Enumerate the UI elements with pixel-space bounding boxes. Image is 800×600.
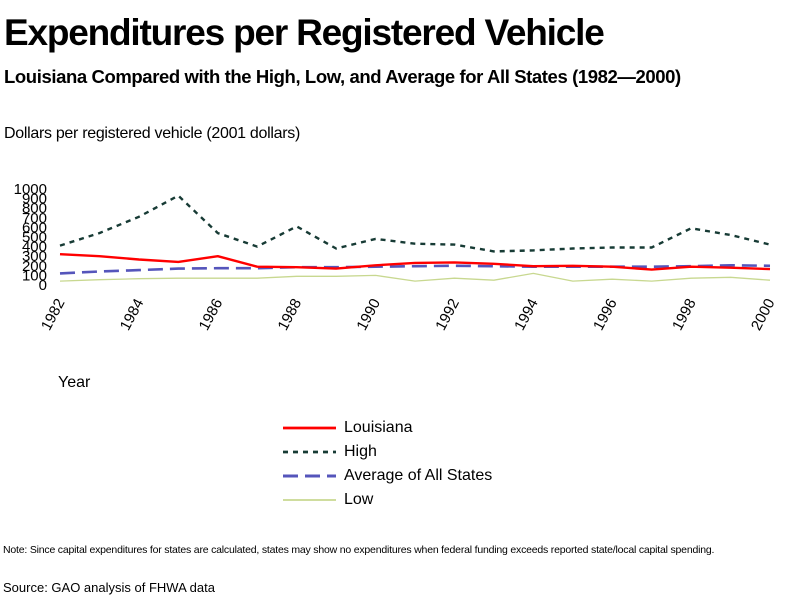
- x-tick-label: 1986: [196, 296, 227, 333]
- legend-item: Average of All States: [282, 466, 542, 490]
- y-tick-label: 400: [22, 239, 47, 256]
- chart-title: Expenditures per Registered Vehicle: [4, 12, 605, 53]
- series-line-low: [59, 272, 771, 282]
- x-tick-label: 1982: [38, 296, 69, 333]
- legend-label: High: [344, 443, 377, 460]
- y-tick-label: 700: [22, 210, 47, 227]
- x-tick-label: 1998: [669, 296, 700, 333]
- y-tick-label: 600: [22, 219, 47, 236]
- y-tick-label: 1000: [14, 181, 47, 198]
- x-axis-label: Year: [58, 374, 91, 391]
- source-note: Source: GAO analysis of FHWA data: [3, 580, 215, 595]
- x-tick-label: 1996: [590, 296, 621, 333]
- legend-swatch: [283, 499, 336, 501]
- y-tick-label: 200: [22, 258, 47, 275]
- y-tick-label: 800: [22, 200, 47, 217]
- chart-subtitle: Louisiana Compared with the High, Low, a…: [4, 66, 681, 87]
- legend-label: Average of All States: [344, 467, 493, 484]
- y-tick-label: 300: [22, 248, 47, 265]
- y-tick-label: 900: [22, 191, 47, 208]
- x-tick-label: 1984: [117, 296, 148, 333]
- legend-item: Louisiana: [282, 418, 542, 442]
- y-tick-label: 100: [22, 267, 47, 284]
- footnote: Note: Since capital expenditures for sta…: [3, 544, 715, 556]
- series-line-average-of-all-states: [59, 263, 771, 275]
- x-tick-label: 1994: [511, 296, 542, 333]
- x-tick-label: 2000: [748, 296, 779, 333]
- legend-label: Low: [344, 491, 374, 508]
- x-tick-label: 1988: [275, 296, 306, 333]
- x-tick-label: 1992: [432, 296, 463, 333]
- y-tick-label: 0: [39, 277, 47, 294]
- legend-swatch: [283, 474, 336, 478]
- legend-item: High: [282, 442, 542, 466]
- y-axis-label: Dollars per registered vehicle (2001 dol…: [4, 125, 300, 142]
- series-line-louisiana: [59, 253, 771, 271]
- series-line-high: [59, 194, 771, 253]
- legend-swatch: [283, 426, 336, 430]
- legend-item: Low: [282, 490, 542, 514]
- y-tick-label: 500: [22, 229, 47, 246]
- legend-swatch: [283, 450, 336, 454]
- x-tick-label: 1990: [353, 296, 384, 333]
- legend-label: Louisiana: [344, 419, 413, 436]
- legend: Louisiana High Average of All States Low: [282, 418, 542, 514]
